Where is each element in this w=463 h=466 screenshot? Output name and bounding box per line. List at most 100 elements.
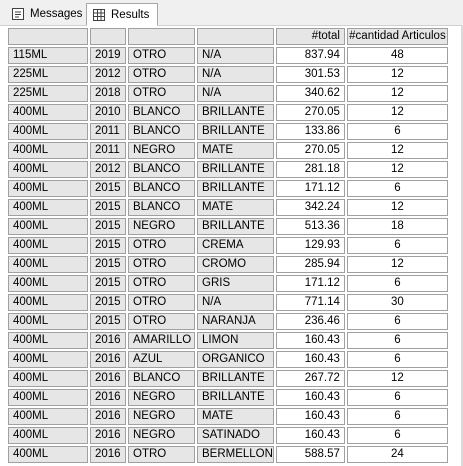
table-cell[interactable]: 2012: [90, 161, 126, 178]
table-cell[interactable]: 2016: [90, 389, 126, 406]
column-header[interactable]: [128, 28, 195, 45]
table-cell[interactable]: 267.72: [275, 370, 345, 387]
table-cell[interactable]: 2015: [90, 313, 126, 330]
column-header-total[interactable]: #total: [275, 28, 345, 45]
table-cell[interactable]: BRILLANTE: [197, 370, 274, 387]
tab-results[interactable]: Results: [86, 3, 158, 26]
table-cell[interactable]: 2015: [90, 256, 126, 273]
table-cell[interactable]: 6: [346, 313, 448, 330]
table-cell[interactable]: 48: [346, 47, 448, 64]
table-cell[interactable]: AMARILLO: [128, 332, 195, 349]
table-cell[interactable]: 837.94: [275, 47, 345, 64]
table-cell[interactable]: 2015: [90, 294, 126, 311]
table-cell[interactable]: 400ML: [8, 142, 88, 159]
table-cell[interactable]: 270.05: [275, 104, 345, 121]
table-cell[interactable]: 12: [346, 199, 448, 216]
table-cell[interactable]: OTRO: [128, 446, 195, 463]
table-cell[interactable]: BRILLANTE: [197, 161, 274, 178]
table-cell[interactable]: 2015: [90, 275, 126, 292]
table-cell[interactable]: 12: [346, 104, 448, 121]
table-cell[interactable]: 18: [346, 218, 448, 235]
table-cell[interactable]: MATE: [197, 142, 274, 159]
table-cell[interactable]: 400ML: [8, 351, 88, 368]
table-cell[interactable]: 171.12: [275, 275, 345, 292]
table-cell[interactable]: N/A: [197, 66, 274, 83]
table-cell[interactable]: OTRO: [128, 275, 195, 292]
table-cell[interactable]: BLANCO: [128, 180, 195, 197]
table-cell[interactable]: 6: [346, 332, 448, 349]
table-cell[interactable]: GRIS: [197, 275, 274, 292]
table-cell[interactable]: OTRO: [128, 313, 195, 330]
table-cell[interactable]: 400ML: [8, 294, 88, 311]
table-cell[interactable]: BRILLANTE: [197, 218, 274, 235]
table-cell[interactable]: BLANCO: [128, 199, 195, 216]
table-cell[interactable]: CREMA: [197, 237, 274, 254]
table-cell[interactable]: 400ML: [8, 332, 88, 349]
table-cell[interactable]: 2015: [90, 237, 126, 254]
table-cell[interactable]: BLANCO: [128, 161, 195, 178]
table-cell[interactable]: 160.43: [275, 332, 345, 349]
table-cell[interactable]: OTRO: [128, 237, 195, 254]
table-cell[interactable]: ORGANICO: [197, 351, 274, 368]
table-cell[interactable]: 771.14: [275, 294, 345, 311]
table-cell[interactable]: 225ML: [8, 85, 88, 102]
table-cell[interactable]: 400ML: [8, 123, 88, 140]
table-cell[interactable]: 6: [346, 427, 448, 444]
column-header[interactable]: [8, 28, 88, 45]
table-cell[interactable]: 342.24: [275, 199, 345, 216]
table-cell[interactable]: 400ML: [8, 180, 88, 197]
column-header[interactable]: [197, 28, 274, 45]
table-cell[interactable]: 2011: [90, 123, 126, 140]
table-cell[interactable]: 400ML: [8, 237, 88, 254]
table-cell[interactable]: 236.46: [275, 313, 345, 330]
table-cell[interactable]: 12: [346, 85, 448, 102]
table-cell[interactable]: 2016: [90, 427, 126, 444]
table-cell[interactable]: 400ML: [8, 199, 88, 216]
table-cell[interactable]: 2010: [90, 104, 126, 121]
table-cell[interactable]: 12: [346, 256, 448, 273]
table-cell[interactable]: N/A: [197, 85, 274, 102]
table-cell[interactable]: 12: [346, 142, 448, 159]
table-cell[interactable]: 2012: [90, 66, 126, 83]
table-cell[interactable]: 400ML: [8, 370, 88, 387]
table-cell[interactable]: MATE: [197, 408, 274, 425]
table-cell[interactable]: OTRO: [128, 66, 195, 83]
table-cell[interactable]: 6: [346, 389, 448, 406]
table-cell[interactable]: 6: [346, 351, 448, 368]
table-cell[interactable]: 400ML: [8, 408, 88, 425]
table-cell[interactable]: MATE: [197, 199, 274, 216]
table-cell[interactable]: 400ML: [8, 218, 88, 235]
table-cell[interactable]: 400ML: [8, 313, 88, 330]
table-cell[interactable]: 2016: [90, 351, 126, 368]
table-cell[interactable]: 2016: [90, 370, 126, 387]
table-cell[interactable]: 2016: [90, 446, 126, 463]
table-cell[interactable]: 225ML: [8, 66, 88, 83]
table-cell[interactable]: 160.43: [275, 351, 345, 368]
table-cell[interactable]: 129.93: [275, 237, 345, 254]
table-cell[interactable]: BLANCO: [128, 104, 195, 121]
table-cell[interactable]: 2016: [90, 408, 126, 425]
table-cell[interactable]: SATINADO: [197, 427, 274, 444]
table-cell[interactable]: 588.57: [275, 446, 345, 463]
table-cell[interactable]: 2018: [90, 85, 126, 102]
table-cell[interactable]: 160.43: [275, 389, 345, 406]
table-cell[interactable]: 400ML: [8, 104, 88, 121]
table-cell[interactable]: 270.05: [275, 142, 345, 159]
table-cell[interactable]: 281.18: [275, 161, 345, 178]
table-cell[interactable]: 2015: [90, 180, 126, 197]
table-cell[interactable]: NEGRO: [128, 218, 195, 235]
table-cell[interactable]: 2019: [90, 47, 126, 64]
results-grid[interactable]: #total #cantidad Articulos 115ML 2019 OTRO…: [6, 26, 463, 466]
table-cell[interactable]: 160.43: [275, 408, 345, 425]
table-cell[interactable]: 6: [346, 123, 448, 140]
table-cell[interactable]: CROMO: [197, 256, 274, 273]
table-cell[interactable]: BRILLANTE: [197, 104, 274, 121]
table-cell[interactable]: NEGRO: [128, 389, 195, 406]
table-cell[interactable]: 6: [346, 180, 448, 197]
table-cell[interactable]: 12: [346, 370, 448, 387]
table-cell[interactable]: BRILLANTE: [197, 389, 274, 406]
table-cell[interactable]: 513.36: [275, 218, 345, 235]
tab-messages[interactable]: Messages: [6, 3, 85, 24]
table-cell[interactable]: 400ML: [8, 389, 88, 406]
table-cell[interactable]: 24: [346, 446, 448, 463]
